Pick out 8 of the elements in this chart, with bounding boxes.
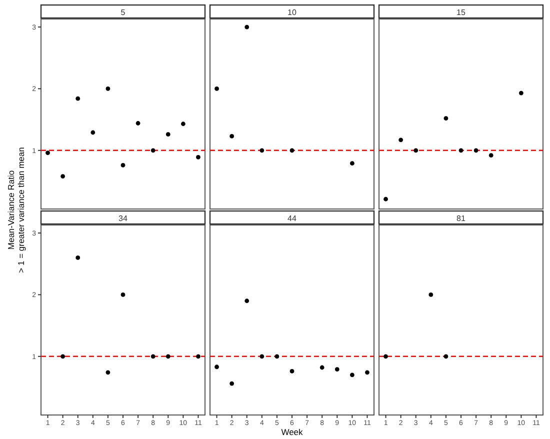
chart-title: 81 [456,214,466,223]
x-axis-title: Week [281,427,304,437]
chart-title: 5 [120,8,126,17]
chart-title: 15 [456,8,466,17]
chart-title: 34 [118,214,128,223]
chart-title: 10 [288,8,297,17]
y-axis-title: Mean-Variance Ratio > 1 = greater variance than mean [6,146,26,273]
chart-title: 44 [288,214,297,223]
